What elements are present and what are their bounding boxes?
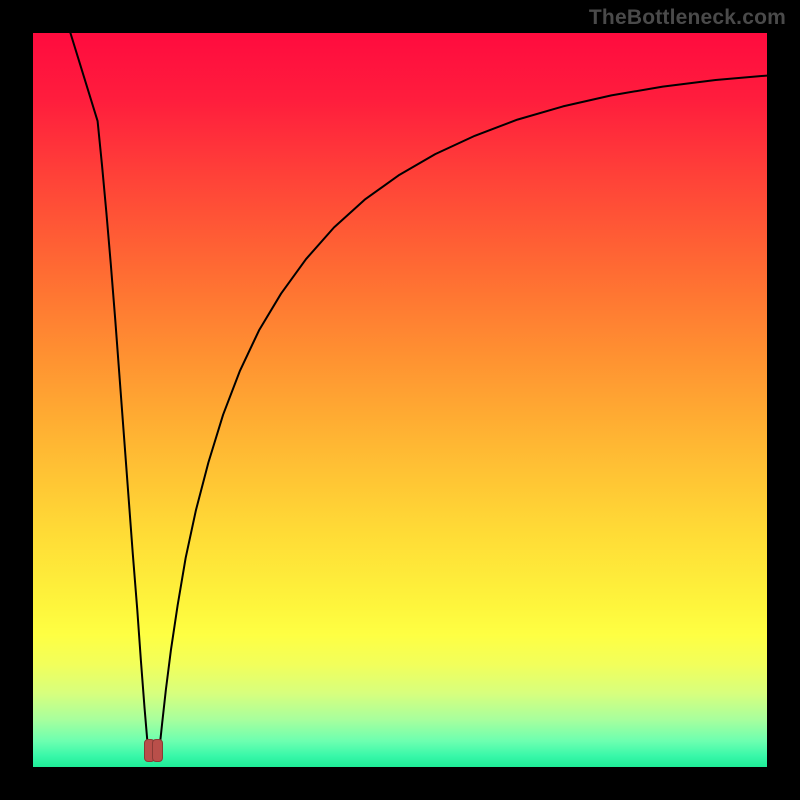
optimum-marker-lobe xyxy=(152,739,163,762)
plot-area xyxy=(33,33,767,767)
bottleneck-curve xyxy=(33,33,767,767)
optimum-marker xyxy=(144,739,163,762)
watermark-text: TheBottleneck.com xyxy=(589,6,786,30)
chart-frame: TheBottleneck.com xyxy=(0,0,800,800)
